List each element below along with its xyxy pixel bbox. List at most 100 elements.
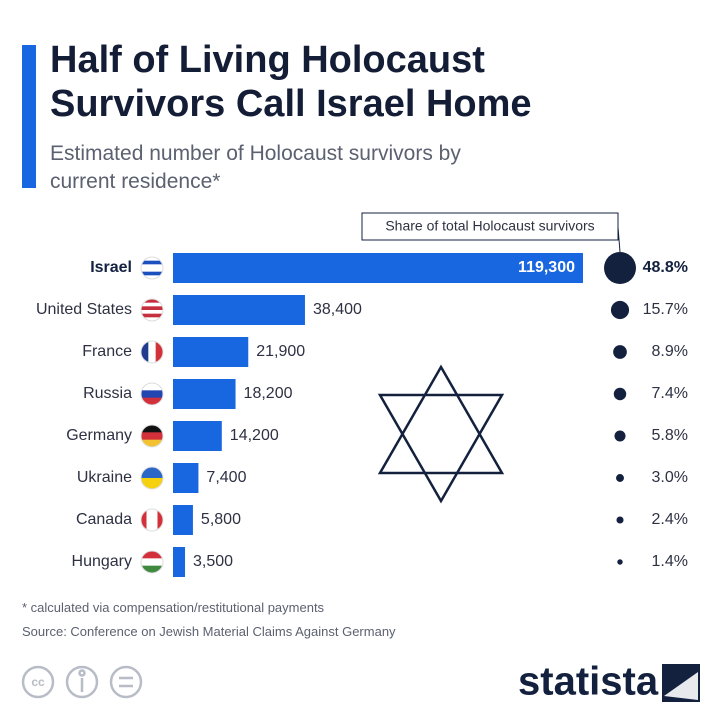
category-label: Israel: [90, 259, 132, 276]
share-label: 1.4%: [652, 553, 688, 570]
flag-border: [140, 424, 164, 448]
flag-stripe: [141, 302, 163, 307]
flag-stripe: [141, 260, 163, 265]
flag-stripe: [157, 509, 163, 531]
legend-pointer: [617, 226, 621, 253]
share-bubble: [613, 345, 627, 359]
bar: [173, 337, 249, 367]
flag: [141, 551, 163, 573]
value-label: 14,200: [230, 427, 279, 444]
cc-text: cc: [31, 675, 45, 689]
share-bubble: [616, 474, 624, 482]
share-bubble: [614, 430, 626, 442]
flag-stripe: [141, 551, 163, 559]
flag-stripe: [141, 317, 163, 321]
flag-stripe: [141, 565, 163, 573]
share-bubble: [610, 300, 630, 320]
flag-border: [140, 340, 164, 364]
flag-stripe: [141, 299, 163, 304]
flag-stripe: [141, 313, 163, 318]
flag: [141, 425, 163, 447]
cc-icons: [21, 665, 143, 699]
flag-border: [140, 256, 164, 280]
category-label: Ukraine: [77, 469, 132, 486]
value-label: 7,400: [206, 469, 246, 486]
flag-stripe: [141, 509, 147, 531]
footnote: * calculated via compensation/restitutio…: [22, 600, 325, 615]
flag: [141, 257, 163, 279]
flag-stripe: [141, 257, 163, 262]
bar: [173, 253, 583, 283]
flag-stripe: [155, 341, 163, 363]
share-bubble: [617, 559, 623, 565]
share-label: 15.7%: [643, 301, 688, 318]
flag: [141, 467, 163, 489]
flag-stripe: [141, 397, 163, 405]
flag-stripe: [141, 558, 163, 567]
flag-stripe: [152, 509, 158, 531]
source: Source: Conference on Jewish Material Cl…: [22, 624, 396, 639]
brand-logo: statista: [518, 660, 659, 704]
flag-stripe: [141, 439, 163, 447]
bar: [173, 295, 305, 325]
flag-stripe: [141, 478, 163, 489]
category-label: France: [82, 343, 132, 360]
share-label: 3.0%: [652, 469, 688, 486]
share-bubble: [613, 387, 627, 401]
chart-subtitle: Estimated number of Holocaust survivors …: [50, 142, 461, 193]
value-label: 38,400: [313, 301, 362, 318]
category-label: United States: [36, 301, 132, 318]
flag-stripe: [141, 306, 163, 311]
flag-stripe: [146, 509, 153, 531]
flag-border: [140, 298, 164, 322]
brand-icon: [662, 664, 700, 702]
share-label: 48.8%: [643, 259, 688, 276]
flag-stripe: [141, 310, 163, 315]
flag: [141, 509, 163, 531]
value-label: 3,500: [193, 553, 233, 570]
value-label: 18,200: [244, 385, 293, 402]
flag-stripe: [141, 432, 163, 441]
value-label: 21,900: [256, 343, 305, 360]
flag-stripe: [141, 275, 163, 279]
flag-stripe: [141, 425, 163, 433]
flag-stripe: [148, 341, 157, 363]
category-label: Germany: [66, 427, 132, 444]
flag-stripe: [141, 268, 163, 273]
share-label: 5.8%: [652, 427, 688, 444]
flag-stripe: [141, 341, 149, 363]
category-label: Hungary: [72, 553, 132, 570]
flag-border: [140, 466, 164, 490]
flag: [141, 383, 163, 405]
share-bubble: [604, 252, 636, 284]
bar: [173, 463, 199, 493]
category-label: Canada: [76, 511, 132, 528]
bar: [173, 505, 193, 535]
flag-border: [140, 382, 164, 406]
flag-stripe: [141, 271, 163, 276]
bar: [173, 547, 186, 577]
legend-label: Share of total Holocaust survivors: [385, 218, 594, 234]
flag-stripe: [141, 390, 163, 399]
flag-border: [140, 508, 164, 532]
share-label: 8.9%: [652, 343, 688, 360]
bar: [173, 421, 222, 451]
accent-bar: [22, 45, 36, 188]
share-label: 7.4%: [652, 385, 688, 402]
value-label: 119,300: [518, 259, 575, 276]
flag-stripe: [141, 383, 163, 391]
share-label: 2.4%: [652, 511, 688, 528]
bar: [173, 379, 236, 409]
flag-stripe: [141, 264, 163, 269]
flag: [141, 341, 163, 363]
chart-title: Half of Living Holocaust Survivors Call …: [50, 39, 532, 125]
legend-box: [361, 212, 619, 241]
share-bubble: [616, 516, 624, 524]
flag-stripe: [141, 467, 163, 479]
category-label: Russia: [83, 385, 132, 402]
value-label: 5,800: [201, 511, 241, 528]
flag-border: [140, 550, 164, 574]
star-of-david: [377, 364, 505, 504]
